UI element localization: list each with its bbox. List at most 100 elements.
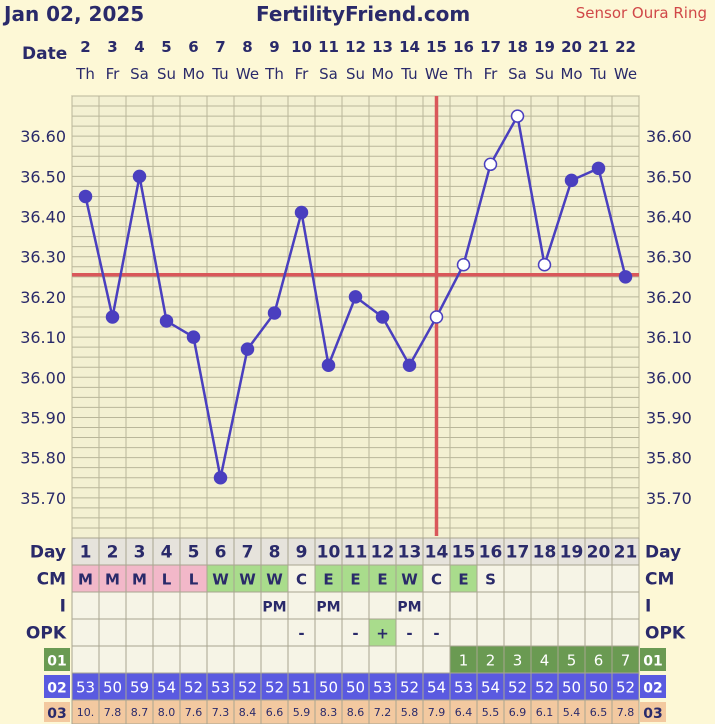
table-cell: [260, 699, 289, 724]
table-cell: [152, 591, 181, 620]
cm-row-value: S: [485, 571, 496, 589]
cm-row-value: C: [431, 571, 442, 589]
y-tick-label-right: 36.40: [646, 208, 692, 227]
date-number: 18: [507, 38, 528, 56]
row-03-value: 6.4: [455, 706, 473, 719]
opk-row-value: -: [406, 625, 412, 643]
table-cell: [233, 645, 262, 674]
temperature-point: [213, 470, 228, 485]
weekday-label: Fr: [483, 65, 498, 83]
table-cell: [503, 537, 532, 566]
table-cell: [233, 564, 262, 593]
row-label-left: I: [60, 597, 66, 617]
chart-date: Jan 02, 2025: [4, 2, 145, 26]
row-01-value: 4: [540, 652, 550, 670]
table-cell: [611, 618, 640, 647]
row-02-value: 52: [238, 679, 257, 697]
table-cell: [152, 537, 181, 566]
weekday-label: Tu: [401, 65, 418, 83]
table-cell: [422, 618, 451, 647]
row-02-value: 53: [76, 679, 95, 697]
table-cell: [611, 564, 640, 593]
temperature-point: [591, 161, 606, 176]
temperature-point: [294, 205, 309, 220]
row-03-value: 7.8: [104, 706, 122, 719]
date-number: 9: [269, 38, 280, 56]
row-label-bg: [44, 648, 70, 671]
table-cell: [557, 645, 586, 674]
table-cell: [314, 618, 343, 647]
opk-row-value: -: [433, 625, 439, 643]
table-cell: [395, 645, 424, 674]
row-label-right: I: [645, 597, 651, 617]
table-cell: [71, 591, 100, 620]
temperature-point: [186, 330, 201, 344]
y-tick-label-left: 35.80: [20, 449, 66, 468]
table-cell: [422, 645, 451, 674]
table-cell: [584, 699, 613, 724]
date-number: 19: [534, 38, 555, 56]
table-cell: [287, 591, 316, 620]
row-03-value: 7.3: [212, 706, 230, 719]
row-01-value: 6: [594, 652, 604, 670]
weekday-label: Th: [454, 65, 473, 83]
row-02-value: 52: [184, 679, 203, 697]
table-cell: [530, 564, 559, 593]
row-label-right: CM: [645, 570, 674, 590]
row-03-value: 8.6: [347, 706, 365, 719]
temperature-point: [78, 189, 93, 204]
temperature-point: [564, 173, 579, 188]
table-cell: [584, 564, 613, 593]
table-cell: [260, 672, 289, 701]
cm-row-value: W: [401, 571, 418, 589]
day-row-value: 8: [269, 543, 281, 563]
table-cell: [476, 537, 505, 566]
table-cell: [260, 645, 289, 674]
temperature-point: [456, 258, 471, 272]
table-cell: [98, 699, 127, 724]
weekday-label: Su: [345, 65, 366, 83]
table-cell: [395, 618, 424, 647]
row-label-right: 03: [643, 706, 662, 722]
weekday-label: Tu: [590, 65, 607, 83]
temperature-point: [132, 169, 147, 184]
row-02-value: 52: [535, 679, 554, 697]
y-tick-label-left: 36.30: [20, 248, 66, 267]
table-cell: [179, 564, 208, 593]
table-cell: [368, 564, 397, 593]
y-tick-label-right: 35.70: [646, 489, 692, 508]
row-02-value: 52: [616, 679, 635, 697]
table-cell: [314, 591, 343, 620]
table-cell: [206, 618, 235, 647]
intercourse-row-value: PM: [397, 600, 421, 616]
temperature-point: [105, 310, 120, 324]
table-cell: [125, 645, 154, 674]
cm-row-value: L: [189, 571, 199, 589]
row-03-value: 8.3: [320, 706, 338, 719]
table-cell: [611, 591, 640, 620]
intercourse-row-value: PM: [316, 600, 340, 616]
row-03-value: 6.5: [590, 706, 608, 719]
row-01-value: 5: [567, 652, 577, 670]
table-cell: [287, 645, 316, 674]
day-row-value: 15: [452, 543, 476, 563]
weekday-label: Th: [76, 65, 95, 83]
table-cell: [179, 618, 208, 647]
table-cell: [152, 645, 181, 674]
row-01-value: 7: [621, 652, 631, 670]
date-number: 15: [426, 38, 447, 56]
table-cell: [179, 645, 208, 674]
row-03-value: 5.9: [293, 706, 311, 719]
day-row-value: 19: [560, 543, 584, 563]
table-cell: [314, 645, 343, 674]
row-03-value: 8.4: [239, 706, 257, 719]
cm-row-value: E: [350, 571, 360, 589]
table-cell: [557, 564, 586, 593]
weekday-label: Sa: [130, 65, 149, 83]
row-03-value: 10.: [77, 706, 95, 719]
table-cell: [422, 564, 451, 593]
table-cell: [584, 591, 613, 620]
row-03-value: 6.9: [509, 706, 527, 719]
day-row-value: 11: [344, 543, 368, 563]
